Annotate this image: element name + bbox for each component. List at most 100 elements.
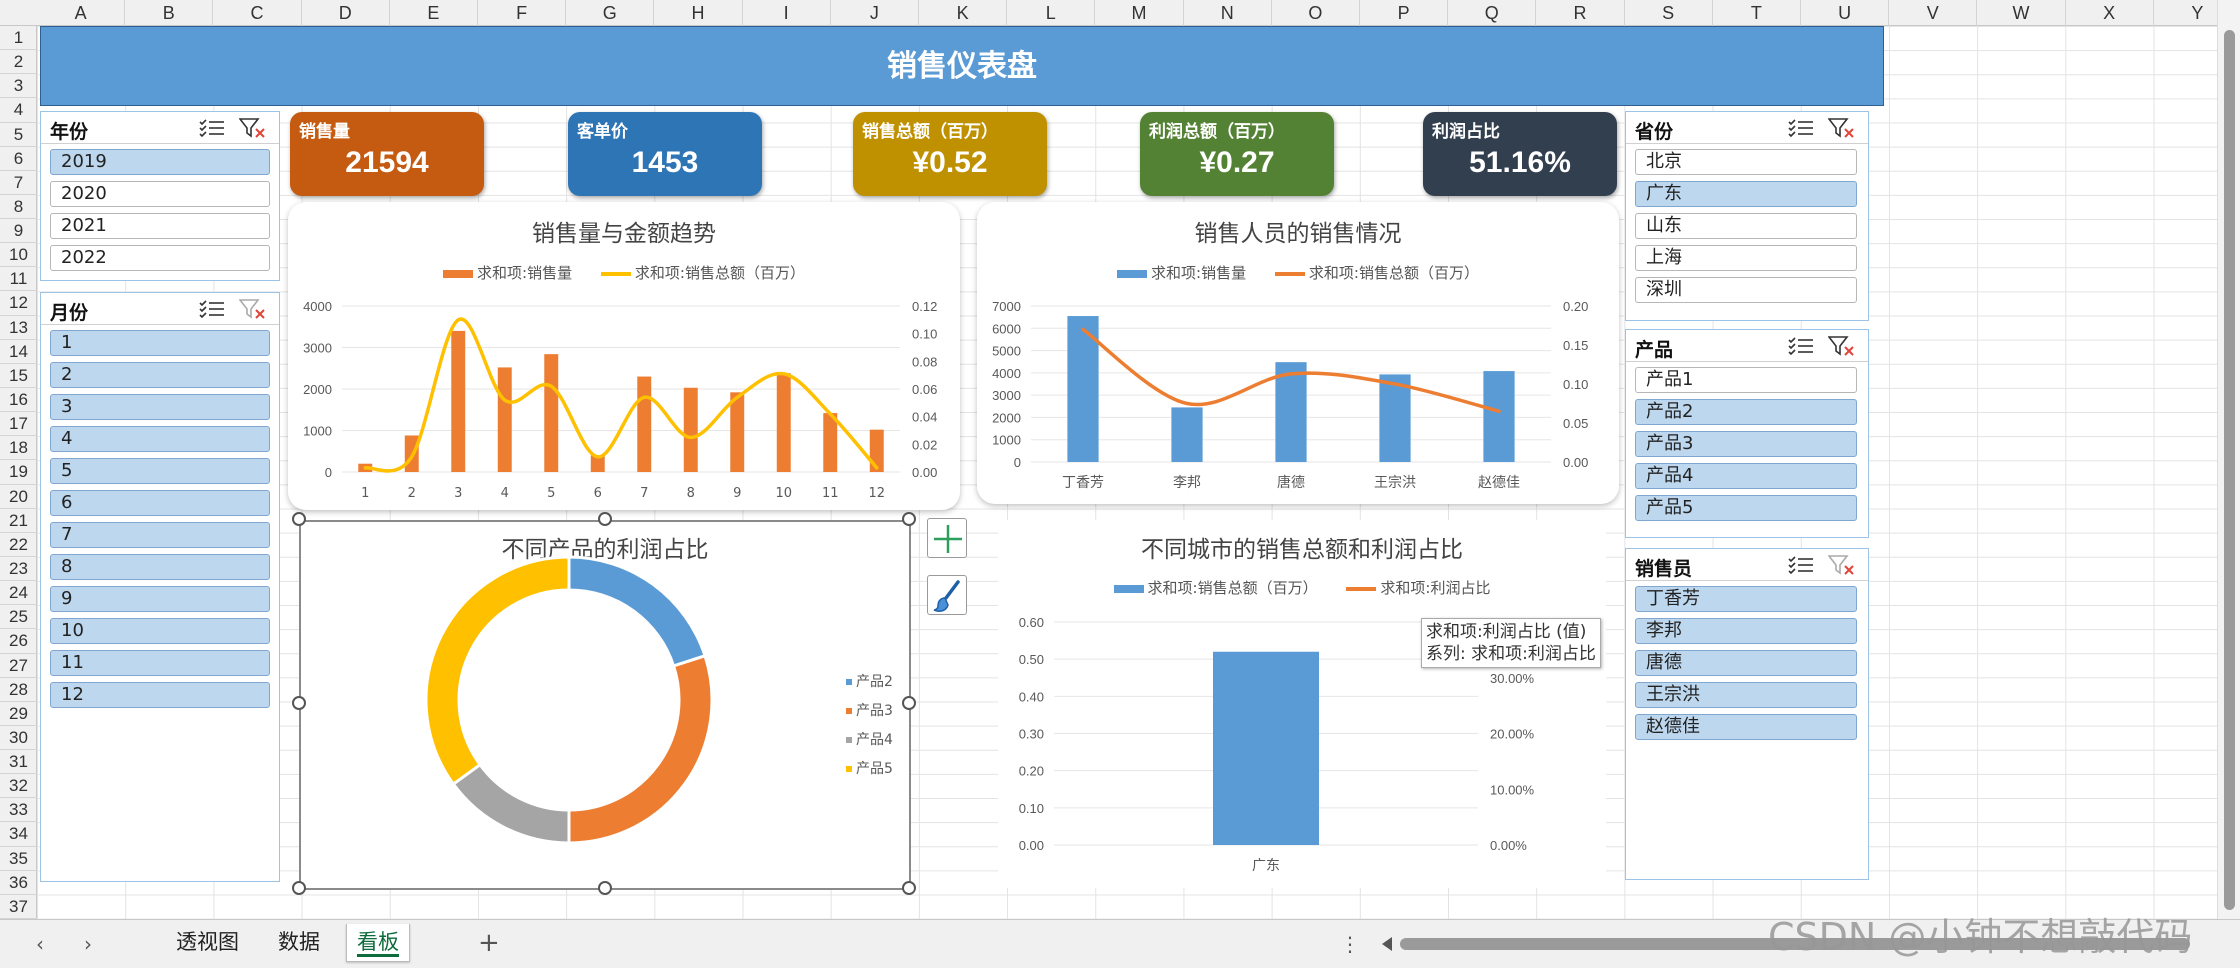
slicer-item-salesperson[interactable]: 唐德 — [1635, 650, 1857, 676]
slicer-item-province[interactable]: 上海 — [1635, 245, 1857, 271]
row-header[interactable]: 8 — [0, 195, 37, 220]
column-header[interactable]: O — [1272, 0, 1360, 26]
row-header[interactable]: 6 — [0, 147, 37, 171]
row-header[interactable]: 27 — [0, 654, 37, 678]
row-header[interactable]: 13 — [0, 316, 37, 340]
column-header[interactable]: H — [654, 0, 743, 26]
slicer-item-year[interactable]: 2022 — [50, 245, 270, 271]
slicer-item-month[interactable]: 7 — [50, 522, 270, 548]
slicer-item-salesperson[interactable]: 丁香芳 — [1635, 586, 1857, 612]
column-header[interactable]: V — [1889, 0, 1978, 26]
slicer-item-salesperson[interactable]: 王宗洪 — [1635, 682, 1857, 708]
column-header[interactable]: N — [1184, 0, 1272, 26]
resize-handle[interactable] — [902, 696, 916, 710]
multi-select-icon[interactable] — [1788, 336, 1814, 356]
row-header[interactable]: 17 — [0, 412, 37, 437]
column-header[interactable]: W — [1977, 0, 2066, 26]
row-header[interactable]: 33 — [0, 798, 37, 823]
resize-handle[interactable] — [902, 881, 916, 895]
row-header[interactable]: 16 — [0, 388, 37, 413]
clear-filter-icon[interactable] — [238, 117, 267, 139]
row-header[interactable]: 23 — [0, 557, 37, 582]
row-header[interactable]: 32 — [0, 774, 37, 799]
row-header[interactable]: 36 — [0, 871, 37, 895]
chart-city-sales-profit[interactable]: 不同城市的销售总额和利润占比 求和项:销售总额（百万） 求和项:利润占比 0.0… — [998, 520, 1606, 888]
chart-product-profit[interactable]: 不同产品的利润占比 产品2 产品3 产品4 产品5 — [299, 520, 911, 890]
row-header[interactable]: 29 — [0, 702, 37, 726]
column-header[interactable]: M — [1095, 0, 1184, 26]
multi-select-icon[interactable] — [1788, 555, 1814, 575]
row-header[interactable]: 34 — [0, 822, 37, 847]
slicer-item-salesperson[interactable]: 李邦 — [1635, 618, 1857, 644]
slicer-item-product[interactable]: 产品3 — [1635, 431, 1857, 457]
slicer-item-product[interactable]: 产品1 — [1635, 367, 1857, 393]
resize-handle[interactable] — [902, 512, 916, 526]
column-header[interactable]: F — [478, 0, 567, 26]
row-header[interactable]: 9 — [0, 219, 37, 244]
row-header[interactable]: 2 — [0, 50, 37, 75]
column-header[interactable]: R — [1536, 0, 1625, 26]
next-sheet-icon[interactable]: › — [84, 932, 92, 956]
chart-styles-button[interactable] — [927, 575, 967, 615]
vertical-scrollbar[interactable] — [2217, 0, 2240, 919]
resize-handle[interactable] — [292, 512, 306, 526]
column-header[interactable]: A — [37, 0, 126, 26]
row-header[interactable]: 22 — [0, 533, 37, 557]
row-header[interactable]: 5 — [0, 123, 37, 147]
tab-dashboard[interactable]: 看板 — [346, 924, 410, 962]
slicer-month[interactable]: 月份 1 2 3 4 5 6 7 8 9 10 11 12 — [40, 292, 280, 882]
column-header[interactable]: E — [390, 0, 478, 26]
row-header[interactable]: 25 — [0, 605, 37, 630]
row-header[interactable]: 37 — [0, 895, 37, 919]
row-header[interactable]: 15 — [0, 364, 37, 389]
clear-filter-icon[interactable] — [238, 298, 267, 320]
resize-handle[interactable] — [292, 696, 306, 710]
row-header[interactable]: 4 — [0, 98, 37, 123]
column-header[interactable]: S — [1625, 0, 1713, 26]
column-header[interactable]: Q — [1448, 0, 1537, 26]
slicer-item-product[interactable]: 产品5 — [1635, 495, 1857, 521]
column-header[interactable]: T — [1713, 0, 1801, 26]
prev-sheet-icon[interactable]: ‹ — [36, 932, 44, 956]
multi-select-icon[interactable] — [1788, 118, 1814, 138]
column-header[interactable]: C — [213, 0, 302, 26]
tab-pivot-chart[interactable]: 透视图 — [166, 924, 249, 962]
slicer-item-province[interactable]: 山东 — [1635, 213, 1857, 239]
row-header[interactable]: 7 — [0, 171, 37, 195]
slicer-item-product[interactable]: 产品4 — [1635, 463, 1857, 489]
resize-handle[interactable] — [598, 512, 612, 526]
slicer-item-province[interactable]: 深圳 — [1635, 277, 1857, 303]
tab-data[interactable]: 数据 — [268, 924, 330, 962]
add-sheet-button[interactable]: + — [478, 928, 500, 958]
row-header[interactable]: 12 — [0, 291, 37, 316]
slicer-item-month[interactable]: 3 — [50, 394, 270, 420]
column-header[interactable]: L — [1007, 0, 1096, 26]
row-header[interactable]: 11 — [0, 267, 37, 292]
row-header[interactable]: 1 — [0, 26, 37, 51]
scroll-left-icon[interactable] — [1380, 934, 1394, 954]
column-header[interactable]: U — [1801, 0, 1890, 26]
row-header[interactable]: 26 — [0, 629, 37, 654]
row-header[interactable]: 14 — [0, 340, 37, 364]
clear-filter-icon[interactable] — [1827, 554, 1856, 576]
clear-filter-icon[interactable] — [1827, 117, 1856, 139]
column-header[interactable]: B — [125, 0, 214, 26]
horizontal-scroll-thumb[interactable] — [1400, 938, 2190, 950]
slicer-item-year[interactable]: 2020 — [50, 181, 270, 207]
row-header[interactable]: 35 — [0, 847, 37, 871]
column-header[interactable]: G — [566, 0, 655, 26]
slicer-year[interactable]: 年份 2019 2020 2021 2022 — [40, 111, 280, 281]
row-header[interactable]: 10 — [0, 243, 37, 268]
slicer-item-year[interactable]: 2021 — [50, 213, 270, 239]
slicer-item-month[interactable]: 1 — [50, 330, 270, 356]
row-header[interactable]: 19 — [0, 460, 37, 485]
row-header[interactable]: 20 — [0, 485, 37, 509]
slicer-product[interactable]: 产品 产品1 产品2 产品3 产品4 产品5 — [1625, 329, 1869, 538]
slicer-item-province[interactable]: 广东 — [1635, 181, 1857, 207]
slicer-province[interactable]: 省份 北京 广东 山东 上海 深圳 — [1625, 111, 1869, 321]
row-header[interactable]: 28 — [0, 678, 37, 702]
column-header[interactable]: I — [743, 0, 831, 26]
slicer-item-month[interactable]: 10 — [50, 618, 270, 644]
vertical-scroll-thumb[interactable] — [2224, 30, 2235, 910]
slicer-item-province[interactable]: 北京 — [1635, 149, 1857, 175]
